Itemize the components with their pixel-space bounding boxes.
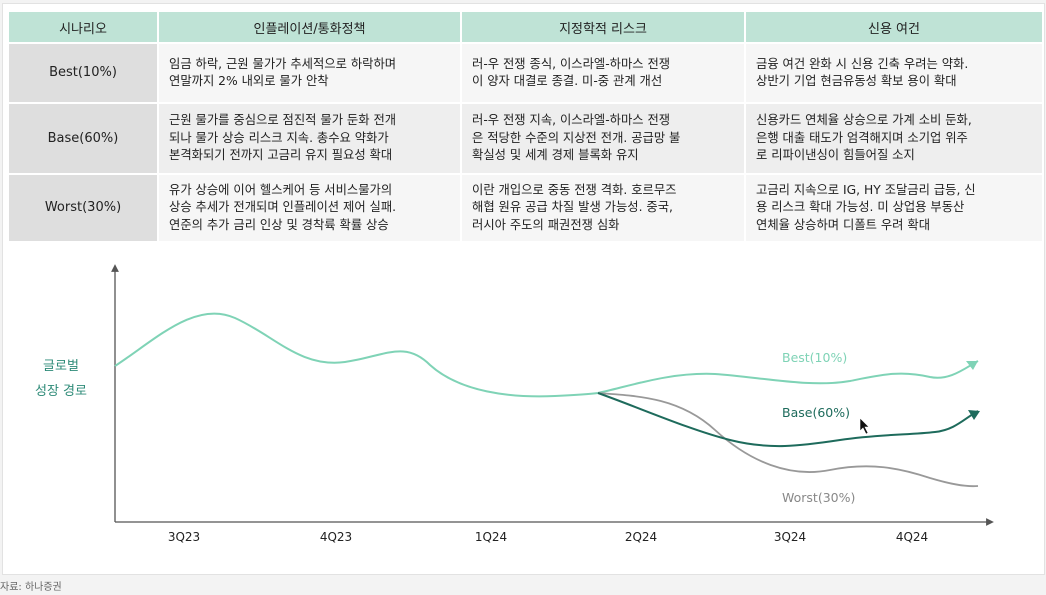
series-line-best	[597, 360, 979, 394]
cell-line: 상반기 기업 현금유동성 확보 용이 확대	[756, 74, 957, 88]
geopolitics-cell: 러-우 전쟁 종식, 이스라엘-하마스 전쟁 이 양자 대결로 종결. 미-중 …	[462, 44, 744, 102]
cell-line: 본격화되기 전까지 고금리 유지 필요성 확대	[169, 148, 393, 163]
cell-line: 유가 상승에 이어 헬스케어 등 서비스물가의	[169, 182, 393, 197]
arrowhead-base	[968, 410, 980, 420]
cell-line: 연말까지 2% 내외로 물가 안착	[169, 74, 329, 88]
series-label-best: Best(10%)	[782, 350, 847, 365]
cell-line: 연체율 상승하며 디폴트 우려 확대	[756, 217, 931, 232]
x-tick-label: 3Q23	[168, 530, 200, 544]
cell-line: 해협 원유 공급 차질 발생 가능성. 중국,	[472, 200, 673, 215]
geopolitics-cell: 러-우 전쟁 지속, 이스라엘-하마스 전쟁 은 적당한 수준의 지상전 전개.…	[462, 104, 744, 173]
inflation-cell: 근원 물가를 중심으로 점진적 물가 둔화 전개 되나 물가 상승 리스크 지속…	[159, 104, 460, 173]
cell-line: 용 리스크 확대 가능성. 미 상업용 부동산	[756, 200, 965, 215]
cell-line: 신용카드 연체율 상승으로 가계 소비 둔화,	[756, 113, 972, 128]
cell-line: 상승 추세가 전개되며 인플레이션 제어 실패.	[169, 200, 397, 215]
cell-line: 은행 대출 태도가 엄격해지며 소기업 위주	[756, 130, 968, 145]
cell-line: 이란 개입으로 중동 전쟁 격화. 호르무즈	[472, 182, 677, 197]
cell-line: 금융 여건 완화 시 신용 긴축 우려는 약화.	[756, 56, 969, 71]
scenario-label: Best(10%)	[9, 44, 157, 102]
scenario-label: Worst(30%)	[9, 175, 157, 241]
credit-cell: 고금리 지속으로 IG, HY 조달금리 급등, 신 용 리스크 확대 가능성.…	[746, 175, 1042, 241]
credit-cell: 신용카드 연체율 상승으로 가계 소비 둔화, 은행 대출 태도가 엄격해지며 …	[746, 104, 1042, 173]
cell-line: 로 리파이낸싱이 힘들어질 소지	[756, 148, 915, 163]
x-tick-label: 4Q23	[320, 530, 352, 544]
y-axis-label-line1: 글로벌	[43, 359, 79, 374]
series-line-base	[597, 392, 979, 448]
cell-line: 근원 물가를 중심으로 점진적 물가 둔화 전개	[169, 113, 397, 128]
x-tick-label: 4Q24	[896, 530, 928, 544]
y-axis-label-line2: 성장 경로	[35, 384, 87, 399]
cell-line: 연준의 추가 금리 인상 및 경착륙 확률 상승	[169, 217, 389, 232]
header-credit: 신용 여건	[746, 12, 1042, 42]
source-note: 자료: 하나증권	[0, 582, 62, 593]
table-row-best: Best(10%) 임금 하락, 근원 물가가 추세적으로 하락하며 연말까지 …	[9, 44, 1042, 102]
cell-line: 되나 물가 상승 리스크 지속. 총수요 약화가	[169, 130, 389, 145]
table-row-worst: Worst(30%) 유가 상승에 이어 헬스케어 등 서비스물가의 상승 추세…	[9, 175, 1042, 241]
table-row-base: Base(60%) 근원 물가를 중심으로 점진적 물가 둔화 전개 되나 물가…	[9, 104, 1042, 173]
history-line	[114, 312, 599, 398]
cell-line: 임금 하락, 근원 물가가 추세적으로 하락하며	[169, 56, 397, 71]
header-geopolitics: 지정학적 리스크	[462, 12, 744, 42]
scenario-label: Base(60%)	[9, 104, 157, 173]
series-label-base: Base(60%)	[782, 405, 850, 420]
header-scenario: 시나리오	[9, 12, 157, 42]
table-header-row: 시나리오 인플레이션/통화정책 지정학적 리스크 신용 여건	[9, 12, 1042, 42]
cell-line: 은 적당한 수준의 지상전 전개. 공급망 불	[472, 130, 681, 145]
cell-line: 러-우 전쟁 지속, 이스라엘-하마스 전쟁	[472, 113, 671, 128]
geopolitics-cell: 이란 개입으로 중동 전쟁 격화. 호르무즈 해협 원유 공급 차질 발생 가능…	[462, 175, 744, 241]
scenario-table: 시나리오 인플레이션/통화정책 지정학적 리스크 신용 여건 Best(10%)…	[7, 10, 1044, 243]
header-inflation: 인플레이션/통화정책	[159, 12, 460, 42]
cell-line: 러-우 전쟁 종식, 이스라엘-하마스 전쟁	[472, 56, 671, 71]
inflation-cell: 유가 상승에 이어 헬스케어 등 서비스물가의 상승 추세가 전개되며 인플레이…	[159, 175, 460, 241]
credit-cell: 금융 여건 완화 시 신용 긴축 우려는 약화. 상반기 기업 현금유동성 확보…	[746, 44, 1042, 102]
inflation-cell: 임금 하락, 근원 물가가 추세적으로 하락하며 연말까지 2% 내외로 물가 …	[159, 44, 460, 102]
cell-line: 확실성 및 세계 경제 블록화 유지	[472, 148, 639, 163]
x-tick-label: 3Q24	[774, 530, 806, 544]
cell-line: 고금리 지속으로 IG, HY 조달금리 급등, 신	[756, 182, 976, 197]
x-tick-label: 2Q24	[625, 530, 657, 544]
series-label-worst: Worst(30%)	[782, 490, 855, 505]
mouse-cursor-icon	[859, 417, 870, 435]
series-line-worst	[597, 392, 979, 488]
arrowhead-best	[966, 361, 978, 370]
x-tick-label: 1Q24	[475, 530, 507, 544]
cell-line: 러시아 주도의 패권전쟁 심화	[472, 217, 620, 232]
cell-line: 이 양자 대결로 종결. 미-중 관계 개선	[472, 74, 663, 88]
